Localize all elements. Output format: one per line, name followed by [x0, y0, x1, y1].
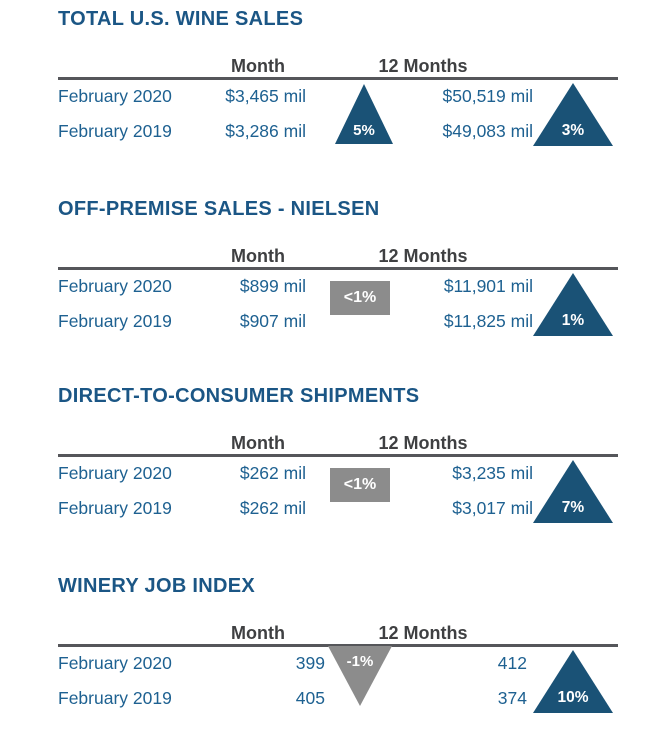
twelve-month-change-label: 10%: [557, 689, 589, 706]
column-header-month: Month: [231, 433, 285, 453]
row-label: February 2019: [58, 121, 172, 141]
month-value: 405: [295, 688, 325, 708]
row-label: February 2020: [58, 463, 172, 483]
row-label: February 2019: [58, 498, 172, 518]
column-header-12-months: 12 Months: [378, 623, 468, 643]
month-change-label: <1%: [343, 476, 377, 493]
section-total-us-wine-sales: TOTAL U.S. WINE SALES Month 12 Months Fe…: [58, 8, 620, 175]
table-row: February 2020 $3,465 mil $50,519 mil: [58, 83, 620, 109]
section-off-premise-sales-nielsen: OFF-PREMISE SALES - NIELSEN Month 12 Mon…: [58, 198, 620, 365]
column-header-12-months: 12 Months: [378, 56, 468, 76]
table-row: February 2019 $907 mil $11,825 mil: [58, 308, 620, 334]
twelve-month-value: 412: [497, 653, 527, 673]
column-header-12-months: 12 Months: [378, 433, 468, 453]
row-label: February 2019: [58, 688, 172, 708]
month-value: $899 mil: [239, 276, 306, 296]
twelve-month-value: $50,519 mil: [442, 86, 533, 106]
twelve-month-change-label: 3%: [561, 122, 585, 139]
header-divider: [58, 267, 618, 270]
twelve-month-change-label: 1%: [561, 312, 585, 329]
month-value: $3,286 mil: [225, 121, 306, 141]
column-header-month: Month: [231, 56, 285, 76]
section-title: TOTAL U.S. WINE SALES: [58, 8, 304, 30]
section-title: OFF-PREMISE SALES - NIELSEN: [58, 198, 380, 220]
month-change-label: <1%: [343, 289, 377, 306]
month-value: $262 mil: [239, 498, 306, 518]
row-label: February 2019: [58, 311, 172, 331]
month-value: $3,465 mil: [225, 86, 306, 106]
section-title: WINERY JOB INDEX: [58, 575, 256, 597]
month-value: 399: [295, 653, 325, 673]
twelve-month-value: $3,017 mil: [452, 498, 533, 518]
twelve-month-change-label: 7%: [561, 499, 585, 516]
section-title: DIRECT-TO-CONSUMER SHIPMENTS: [58, 385, 420, 407]
column-header-12-months: 12 Months: [378, 246, 468, 266]
column-header-month: Month: [231, 623, 285, 643]
month-value: $262 mil: [239, 463, 306, 483]
month-change-label: -1%: [346, 653, 374, 670]
month-change-label: 5%: [353, 122, 375, 139]
row-label: February 2020: [58, 276, 172, 296]
twelve-month-value: $49,083 mil: [442, 121, 533, 141]
header-divider: [58, 644, 618, 647]
section-winery-job-index: WINERY JOB INDEX Month 12 Months Februar…: [58, 575, 620, 742]
column-header-month: Month: [231, 246, 285, 266]
table-row: February 2019 $3,286 mil $49,083 mil: [58, 118, 620, 144]
row-label: February 2020: [58, 86, 172, 106]
twelve-month-value: $11,825 mil: [443, 311, 533, 331]
table-row: February 2020 $262 mil $3,235 mil: [58, 460, 620, 486]
month-value: $907 mil: [239, 311, 306, 331]
table-row: February 2019 405 374: [58, 685, 620, 711]
header-divider: [58, 454, 618, 457]
flat-change-box-icon: <1%: [330, 281, 390, 315]
header-divider: [58, 77, 618, 80]
table-row: February 2020 $899 mil $11,901 mil: [58, 273, 620, 299]
flat-change-box-icon: <1%: [330, 468, 390, 502]
twelve-month-value: $11,901 mil: [443, 276, 533, 296]
table-row: February 2020 399 412: [58, 650, 620, 676]
table-row: February 2019 $262 mil $3,017 mil: [58, 495, 620, 521]
section-direct-to-consumer-shipments: DIRECT-TO-CONSUMER SHIPMENTS Month 12 Mo…: [58, 385, 620, 552]
row-label: February 2020: [58, 653, 172, 673]
twelve-month-value: $3,235 mil: [452, 463, 533, 483]
twelve-month-value: 374: [497, 688, 527, 708]
